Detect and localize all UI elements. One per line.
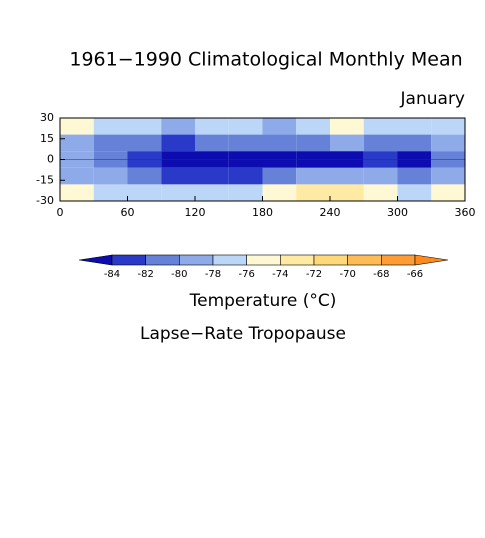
- contour-cell: [262, 118, 297, 135]
- contour-cell: [60, 134, 94, 152]
- contour-cell: [431, 184, 465, 201]
- contour-cell: [93, 184, 128, 201]
- field-label: Lapse−Rate Tropopause: [140, 324, 346, 344]
- x-tick-label: 60: [121, 206, 135, 219]
- colorbar-label: -82: [137, 269, 153, 280]
- contour-cell: [330, 134, 364, 152]
- colorbar-box: [313, 254, 348, 266]
- contour-cell: [127, 118, 162, 135]
- contour-cell: [397, 167, 432, 185]
- contour-cell: [363, 134, 398, 152]
- contour-cell: [431, 167, 465, 185]
- colorbar-box: [179, 254, 214, 266]
- contour-cell: [296, 184, 330, 201]
- contour-cell: [60, 118, 94, 135]
- contour-cell: [93, 167, 128, 185]
- contour-cell: [228, 118, 263, 135]
- contour-cell: [363, 118, 398, 135]
- contour-cell: [330, 184, 364, 201]
- contour-cell: [60, 184, 94, 201]
- colorbar-high: [414, 254, 449, 266]
- colorbar-label: -76: [238, 269, 254, 280]
- contour-cell: [195, 118, 229, 135]
- contour-cell: [262, 167, 297, 185]
- contour-cell: [397, 118, 432, 135]
- colorbar-label: -84: [104, 269, 120, 280]
- contour-cell: [228, 134, 263, 152]
- chart-title: 1961−1990 Climatological Monthly Mean: [69, 49, 462, 71]
- contour-cell: [330, 118, 364, 135]
- contour-cell: [363, 184, 398, 201]
- y-tick-label: 30: [40, 111, 54, 124]
- colorbar-box: [212, 254, 247, 266]
- contour-cell: [431, 118, 465, 135]
- y-tick-label: 0: [47, 153, 54, 166]
- contour-cell: [127, 134, 162, 152]
- x-tick-label: 0: [57, 206, 64, 219]
- colorbar-box: [381, 254, 416, 266]
- contour-cell: [161, 167, 195, 185]
- x-tick-label: 360: [455, 206, 476, 219]
- y-tick-label: -30: [36, 194, 54, 207]
- contour-cell: [228, 184, 263, 201]
- colorbar-label: -74: [272, 269, 288, 280]
- contour-cell: [195, 134, 229, 152]
- x-tick-label: 180: [252, 206, 273, 219]
- colorbar-label: -78: [205, 269, 221, 280]
- colorbar-box: [347, 254, 382, 266]
- contour-cell: [60, 167, 94, 185]
- colorbar-label: -72: [306, 269, 322, 280]
- contour-cell: [397, 134, 432, 152]
- x-tick-label: 240: [320, 206, 341, 219]
- contour-cell: [296, 134, 330, 152]
- x-tick-label: 120: [185, 206, 206, 219]
- contour-cell: [262, 134, 297, 152]
- contour-cell: [262, 184, 297, 201]
- contour-cell: [127, 167, 162, 185]
- colorbar-title: Temperature (°C): [189, 291, 337, 311]
- contour-cell: [397, 184, 432, 201]
- colorbar-label: -70: [339, 269, 355, 280]
- y-tick-label: 15: [40, 132, 54, 145]
- contour-cell: [296, 118, 330, 135]
- contour-cell: [93, 118, 128, 135]
- x-tick-label: 300: [387, 206, 408, 219]
- contour-cell: [161, 134, 195, 152]
- colorbar-label: -68: [373, 269, 389, 280]
- contour-cell: [93, 134, 128, 152]
- contour-cell: [228, 167, 263, 185]
- colorbar-box: [111, 254, 146, 266]
- contour-cell: [161, 184, 195, 201]
- chart-subtitle: January: [400, 89, 465, 109]
- contour-cell: [127, 184, 162, 201]
- contour-cell: [161, 118, 195, 135]
- y-tick-label: -15: [36, 173, 54, 186]
- colorbar-box: [280, 254, 315, 266]
- colorbar-box: [246, 254, 281, 266]
- colorbar-box: [145, 254, 180, 266]
- contour-cell: [195, 184, 229, 201]
- contour-cell: [195, 167, 229, 185]
- contour-cell: [296, 167, 330, 185]
- contour-cell: [431, 134, 465, 152]
- colorbar-low: [78, 254, 113, 266]
- contour-cell: [330, 167, 364, 185]
- contour-cell: [363, 167, 398, 185]
- colorbar-label: -80: [171, 269, 187, 280]
- colorbar-label: -66: [407, 269, 423, 280]
